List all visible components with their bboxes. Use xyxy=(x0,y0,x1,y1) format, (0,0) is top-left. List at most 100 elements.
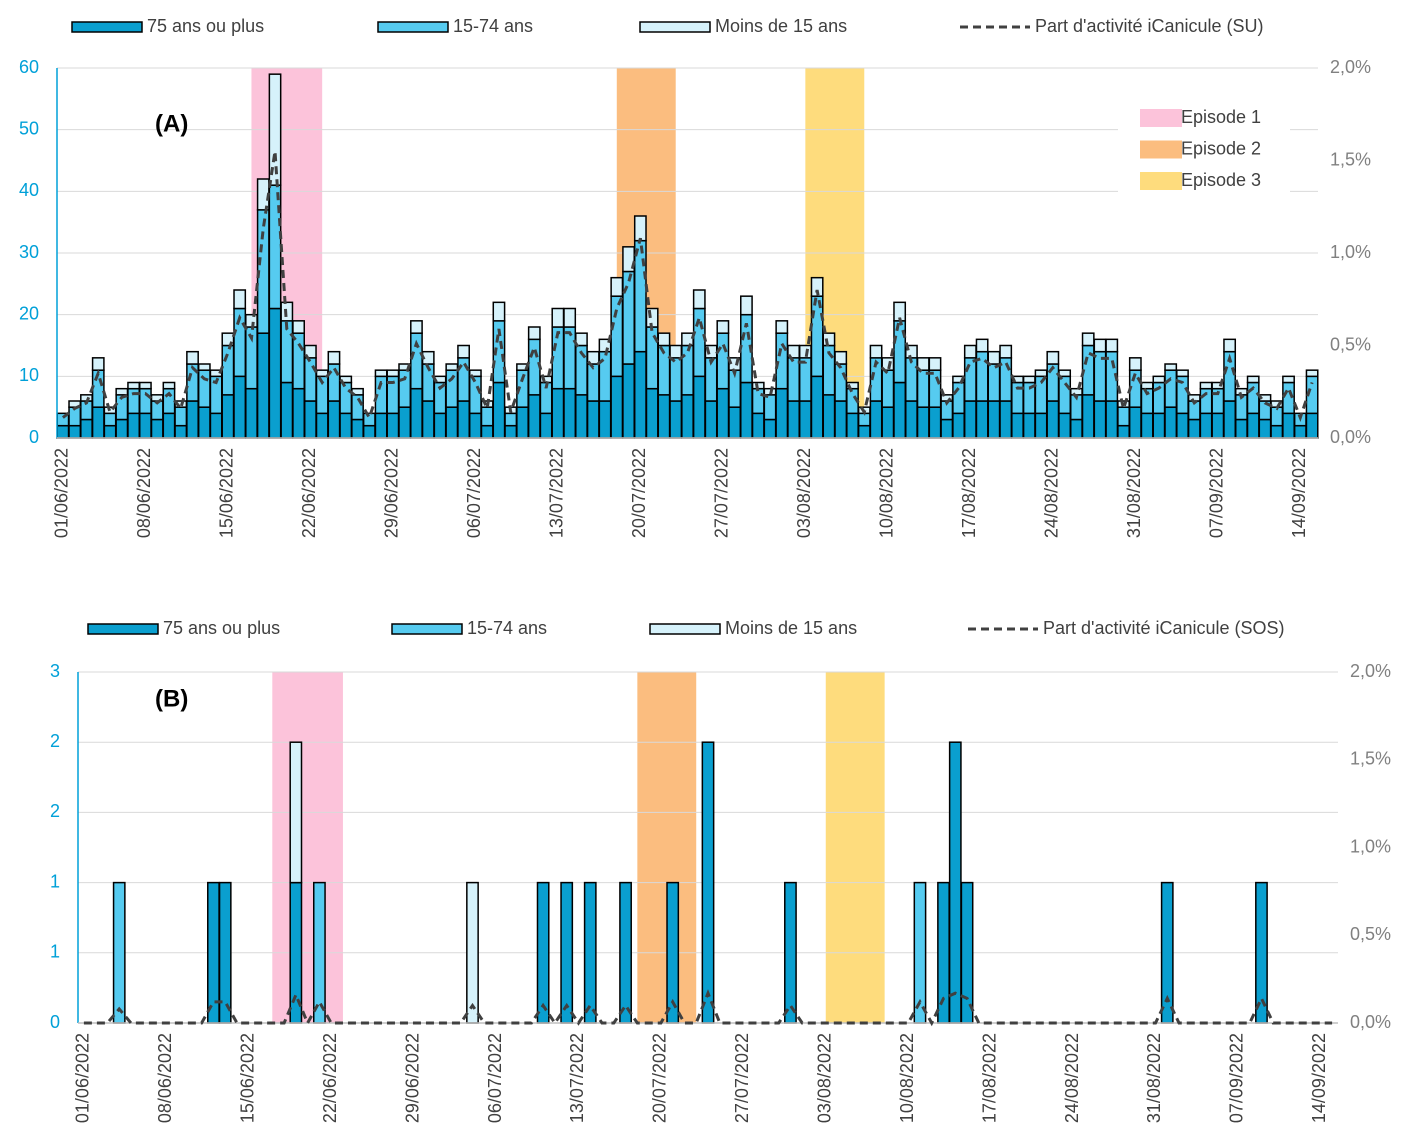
bar xyxy=(1022,375,1036,384)
bar xyxy=(492,301,506,322)
bar xyxy=(468,369,482,378)
y2-tick-label: 1,0% xyxy=(1330,242,1371,262)
bar xyxy=(692,289,706,310)
bar xyxy=(1211,412,1225,439)
bar xyxy=(701,741,715,1024)
line-series xyxy=(83,989,1333,1027)
x-tick-label: 06/07/2022 xyxy=(485,1033,505,1123)
bar xyxy=(583,881,597,1024)
y2-tick-label: 2,0% xyxy=(1330,57,1371,77)
bar xyxy=(633,350,647,439)
bar xyxy=(1282,375,1295,384)
bar xyxy=(209,369,223,378)
bar xyxy=(987,363,1001,402)
bar xyxy=(610,276,624,297)
bar xyxy=(775,387,789,439)
legend-swatch xyxy=(649,623,721,635)
bar xyxy=(751,387,765,415)
bar xyxy=(115,387,129,396)
episode-legend-label: Episode 2 xyxy=(1181,138,1261,158)
legend-label: Part d'activité iCanicule (SOS) xyxy=(1043,618,1285,638)
bar xyxy=(445,369,459,408)
bar xyxy=(186,350,199,365)
bar xyxy=(112,881,126,1024)
y2-tick-label: 0,0% xyxy=(1350,1012,1391,1032)
bar xyxy=(928,406,942,439)
bar xyxy=(834,363,848,402)
bar xyxy=(516,406,529,439)
bar xyxy=(221,332,235,347)
bar xyxy=(1258,418,1272,439)
bar xyxy=(563,387,577,439)
bar xyxy=(1164,369,1178,408)
bar xyxy=(268,307,282,439)
bar xyxy=(622,363,635,439)
bar xyxy=(948,741,962,1024)
bar xyxy=(1152,412,1166,439)
bar xyxy=(468,375,482,415)
x-tick-label: 17/08/2022 xyxy=(959,448,979,538)
bar xyxy=(728,406,742,439)
y2-tick-label: 0,5% xyxy=(1350,924,1391,944)
bar xyxy=(303,344,317,359)
bar xyxy=(681,344,694,396)
bar xyxy=(233,375,247,439)
bar xyxy=(1223,338,1237,353)
bar xyxy=(127,412,141,439)
bar xyxy=(846,381,859,390)
x-tick-label: 08/06/2022 xyxy=(155,1033,175,1123)
x-tick-label: 24/08/2022 xyxy=(1062,1033,1082,1123)
bar xyxy=(339,412,353,439)
y-tick-label: 3 xyxy=(50,661,60,681)
bar xyxy=(457,344,470,359)
bar xyxy=(563,307,577,328)
bar xyxy=(91,406,105,439)
episode-legend-swatch xyxy=(1140,140,1182,159)
bar xyxy=(798,344,812,359)
panel-label: (B) xyxy=(155,685,188,712)
bar xyxy=(351,418,364,439)
bar xyxy=(1234,418,1248,439)
bar xyxy=(1034,369,1048,378)
bar xyxy=(374,412,388,439)
bar xyxy=(1282,412,1295,439)
legend-swatch xyxy=(87,623,159,635)
bar xyxy=(751,412,765,439)
legend-swatch xyxy=(377,21,449,33)
bar xyxy=(327,350,341,365)
y-tick-label: 1 xyxy=(50,871,60,891)
x-tick-label: 27/07/2022 xyxy=(712,448,732,538)
bar xyxy=(881,406,895,439)
bar xyxy=(433,412,447,439)
y-tick-label: 20 xyxy=(19,303,39,323)
x-tick-label: 29/06/2022 xyxy=(382,448,402,538)
x-tick-label: 07/09/2022 xyxy=(1207,448,1227,538)
bar xyxy=(1128,406,1142,439)
x-tick-label: 20/07/2022 xyxy=(650,1033,670,1123)
bar xyxy=(174,424,188,439)
bar xyxy=(138,412,152,439)
bar xyxy=(1246,375,1260,384)
bar xyxy=(1140,381,1154,390)
x-tick-label: 15/06/2022 xyxy=(217,448,237,538)
bar xyxy=(174,406,188,427)
bar xyxy=(940,418,954,439)
bar xyxy=(1069,418,1083,439)
bar xyxy=(952,375,965,384)
bar xyxy=(245,387,258,439)
bar xyxy=(893,381,907,439)
bar xyxy=(386,412,400,439)
x-tick-label: 03/08/2022 xyxy=(815,1033,835,1123)
bar xyxy=(1140,412,1154,439)
x-tick-label: 15/06/2022 xyxy=(237,1033,257,1123)
bar xyxy=(527,338,541,396)
bar xyxy=(740,295,753,316)
bar xyxy=(162,381,176,390)
bar xyxy=(410,387,423,439)
y-tick-label: 0 xyxy=(29,427,39,447)
bar xyxy=(1128,357,1142,371)
x-tick-label: 01/06/2022 xyxy=(73,1033,93,1123)
bar xyxy=(619,881,632,1024)
bar xyxy=(810,295,824,378)
bar xyxy=(1187,418,1201,439)
